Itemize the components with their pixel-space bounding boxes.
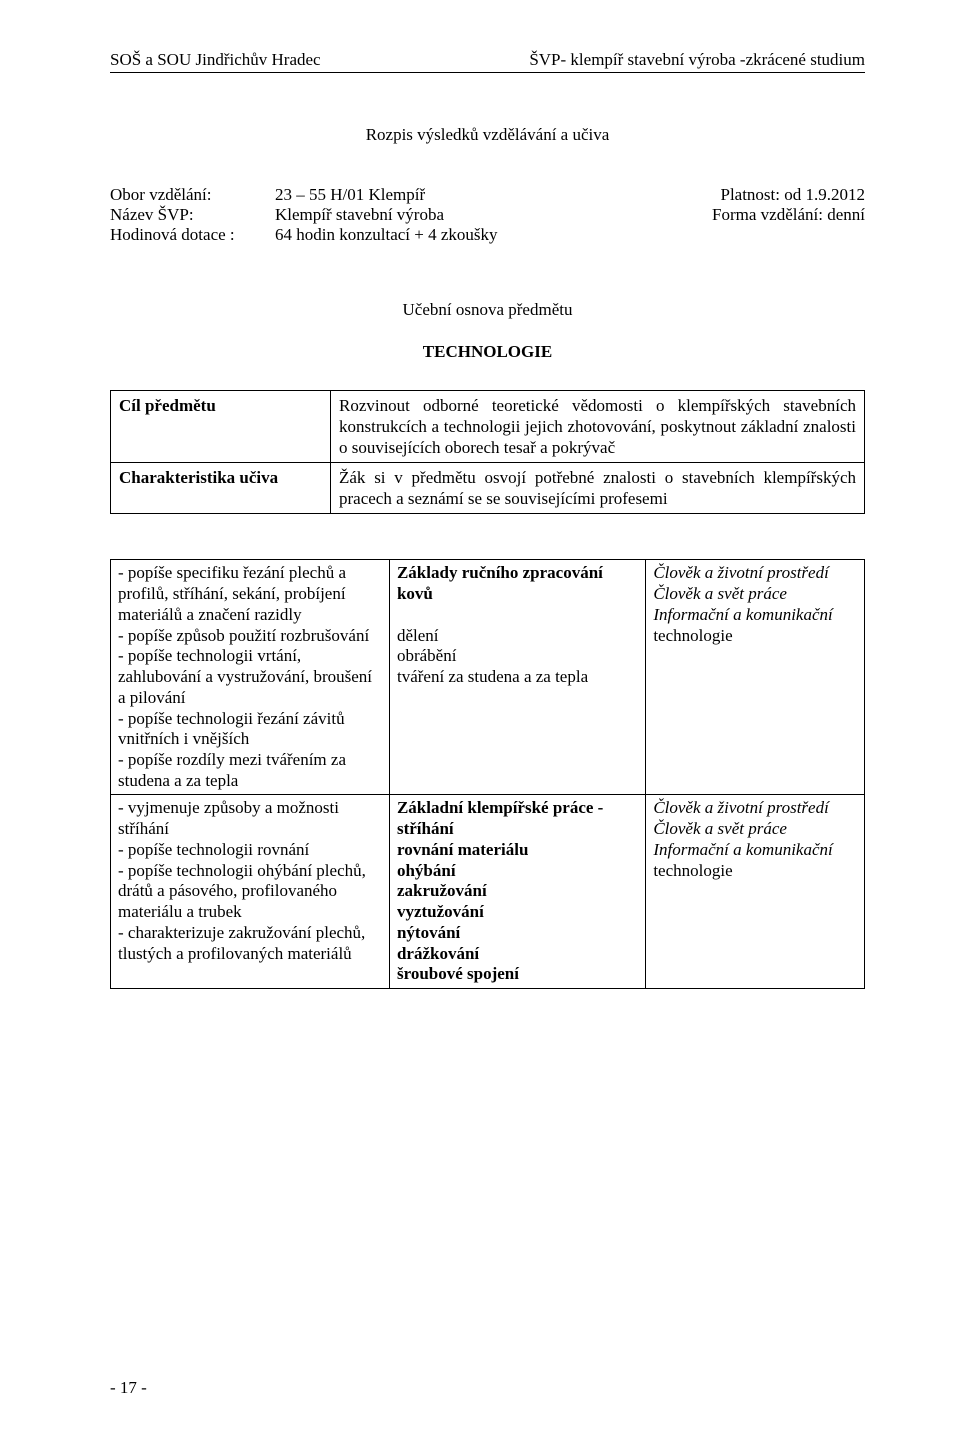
t2-r1-c2: Základní klempířské práce - stříhánírovn…	[389, 795, 645, 989]
t2-r1-c3: Člověk a životní prostředíČlověk a svět …	[646, 795, 865, 989]
info-label-1: Název ŠVP:	[110, 205, 275, 225]
t1-r1-label: Charakteristika učiva	[111, 463, 331, 514]
t2-r0-c1: - popíše specifiku řezání plechů a profi…	[111, 560, 390, 795]
t2-r1-c1: - vyjmenuje způsoby a možnosti stříhání-…	[111, 795, 390, 989]
t2-r1-c2-body: rovnání materiáluohýbánízakružovánívyztu…	[397, 840, 528, 983]
subject-line2: TECHNOLOGIE	[110, 342, 865, 362]
info-value-0: 23 – 55 H/01 Klempíř	[275, 185, 650, 205]
t2-r0-c3-i: Člověk a životní prostředíČlověk a svět …	[653, 563, 832, 623]
t2-r0-c2: Základy ručního zpracování kovů děleníobr…	[389, 560, 645, 795]
subject-line1: Učební osnova předmětu	[110, 300, 865, 320]
info-label-2: Hodinová dotace :	[110, 225, 275, 245]
info-right-1: Forma vzdělání: denní	[712, 205, 865, 225]
header-left: SOŠ a SOU Jindřichův Hradec	[110, 50, 321, 70]
t1-r0-label: Cíl předmětu	[111, 391, 331, 463]
t2-r0-c3-p: technologie	[653, 626, 857, 647]
t1-r0-text: Rozvinout odborné teoretické vědomosti o…	[331, 391, 865, 463]
t2-r1-c3-i: Člověk a životní prostředíČlověk a svět …	[653, 798, 832, 858]
table-subject-desc: Cíl předmětu Rozvinout odborné teoretick…	[110, 390, 865, 514]
info-right-0: Platnost: od 1.9.2012	[720, 185, 865, 205]
info-value-2: 64 hodin konzultací + 4 zkoušky	[275, 225, 795, 245]
t2-r1-c2-title: Základní klempířské práce - stříhání	[397, 798, 603, 838]
page-title: Rozpis výsledků vzdělávání a učiva	[110, 125, 865, 145]
t2-r0-c2-body: děleníobráběnítváření za studena a za te…	[397, 626, 588, 686]
info-label-0: Obor vzdělání:	[110, 185, 275, 205]
t2-r0-c2-title: Základy ručního zpracování kovů	[397, 563, 603, 603]
t2-r1-c3-p: technologie	[653, 861, 857, 882]
t2-r0-c3: Člověk a životní prostředíČlověk a svět …	[646, 560, 865, 795]
t1-r1-text: Žák si v předmětu osvojí potřebné znalos…	[331, 463, 865, 514]
subject-block: Učební osnova předmětu TECHNOLOGIE	[110, 300, 865, 362]
page-number: - 17 -	[110, 1378, 147, 1398]
table-content: - popíše specifiku řezání plechů a profi…	[110, 559, 865, 989]
info-value-1: Klempíř stavební výroba	[275, 205, 642, 225]
page-header: SOŠ a SOU Jindřichův Hradec ŠVP- klempíř…	[110, 50, 865, 73]
info-block: Obor vzdělání: 23 – 55 H/01 Klempíř Plat…	[110, 185, 865, 245]
header-right: ŠVP- klempíř stavební výroba -zkrácené s…	[529, 50, 865, 70]
